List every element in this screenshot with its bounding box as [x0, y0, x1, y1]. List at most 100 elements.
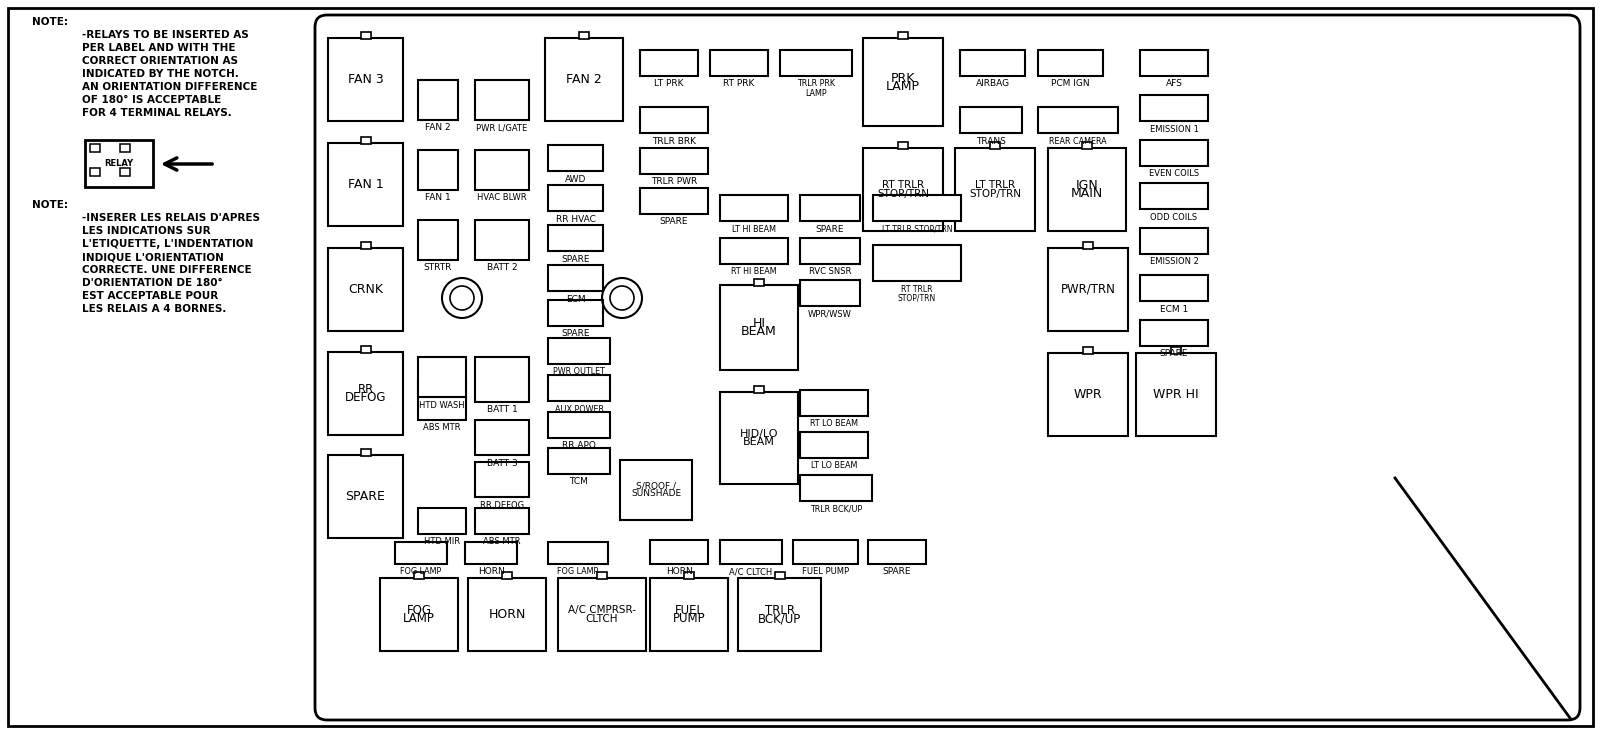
Text: FOG LAMP: FOG LAMP — [557, 567, 599, 576]
Text: LES RELAIS A 4 BORNES.: LES RELAIS A 4 BORNES. — [82, 304, 226, 314]
Text: FOG: FOG — [407, 604, 432, 617]
Bar — [780, 50, 852, 76]
Bar — [395, 542, 447, 564]
Bar — [650, 540, 708, 564]
Bar — [503, 572, 512, 579]
Bar — [559, 578, 645, 651]
Bar — [475, 462, 528, 497]
Text: TRLR: TRLR — [765, 604, 794, 617]
Bar — [379, 578, 458, 651]
Text: BEAM: BEAM — [741, 325, 776, 338]
Bar — [328, 455, 403, 538]
Text: STOP/TRN: STOP/TRN — [877, 189, 929, 198]
Text: LT TRLR STOP/TRN: LT TRLR STOP/TRN — [882, 225, 953, 233]
Bar — [475, 508, 528, 534]
Text: RT TRLR: RT TRLR — [882, 181, 924, 191]
Bar — [684, 572, 693, 579]
Text: HORN: HORN — [488, 608, 525, 621]
Text: TCM: TCM — [570, 478, 589, 487]
Text: AFS: AFS — [1166, 79, 1183, 89]
Bar — [800, 432, 868, 458]
Text: PCM IGN: PCM IGN — [1052, 79, 1090, 89]
Text: SPARE: SPARE — [817, 225, 844, 233]
Text: SPARE: SPARE — [1159, 349, 1188, 358]
Text: SPARE: SPARE — [660, 217, 688, 227]
Text: LT HI BEAM: LT HI BEAM — [732, 225, 776, 233]
Text: LAMP: LAMP — [805, 89, 826, 98]
Text: SPARE: SPARE — [882, 567, 911, 576]
Bar — [863, 38, 943, 126]
Text: RVC SNSR: RVC SNSR — [809, 267, 852, 277]
Text: SPARE: SPARE — [346, 490, 386, 503]
Text: HORN: HORN — [666, 567, 692, 576]
Text: BATT 2: BATT 2 — [487, 264, 517, 272]
Text: HORN: HORN — [477, 567, 504, 576]
Bar — [548, 145, 604, 171]
Bar — [775, 572, 784, 579]
Text: RT PRK: RT PRK — [724, 79, 754, 89]
Text: BCK/UP: BCK/UP — [757, 612, 800, 625]
Bar — [548, 300, 604, 326]
Text: -INSERER LES RELAIS D'APRES: -INSERER LES RELAIS D'APRES — [82, 213, 259, 223]
Text: TRLR BCK/UP: TRLR BCK/UP — [810, 504, 861, 514]
Bar — [1049, 353, 1129, 436]
Bar — [548, 338, 610, 364]
Bar — [650, 578, 728, 651]
Bar — [800, 195, 860, 221]
Text: AWD: AWD — [565, 175, 586, 184]
Bar — [464, 542, 517, 564]
Text: RR DEFOG: RR DEFOG — [480, 501, 524, 509]
Text: FOR 4 TERMINAL RELAYS.: FOR 4 TERMINAL RELAYS. — [82, 108, 232, 118]
Text: FUEL: FUEL — [674, 604, 703, 617]
Text: PWR/TRN: PWR/TRN — [1060, 283, 1116, 296]
Bar — [85, 140, 154, 187]
Text: PUMP: PUMP — [672, 612, 706, 625]
Bar — [1137, 353, 1217, 436]
Bar — [720, 540, 781, 564]
Bar — [640, 50, 698, 76]
Text: SPARE: SPARE — [562, 255, 589, 264]
Bar — [898, 32, 908, 39]
Bar — [1049, 148, 1126, 231]
Bar — [120, 144, 130, 152]
Bar — [475, 150, 528, 190]
Text: HI: HI — [752, 317, 765, 330]
Bar — [720, 392, 797, 484]
Bar — [754, 386, 764, 393]
Bar — [640, 188, 708, 214]
Text: EVEN COILS: EVEN COILS — [1150, 170, 1199, 178]
Text: IGN: IGN — [1076, 179, 1098, 192]
Text: TRLR PRK: TRLR PRK — [797, 79, 836, 89]
Text: BATT 3: BATT 3 — [487, 459, 517, 468]
Text: FAN 1: FAN 1 — [426, 194, 451, 203]
Bar — [868, 540, 925, 564]
Text: INDICATED BY THE NOTCH.: INDICATED BY THE NOTCH. — [82, 69, 239, 79]
Bar — [1140, 228, 1209, 254]
Text: -RELAYS TO BE INSERTED AS: -RELAYS TO BE INSERTED AS — [82, 30, 248, 40]
Bar — [1037, 50, 1103, 76]
FancyBboxPatch shape — [315, 15, 1580, 720]
Text: MAIN: MAIN — [1071, 187, 1103, 200]
Text: AUX POWER: AUX POWER — [554, 404, 604, 413]
Text: PRK: PRK — [890, 71, 916, 84]
Text: HID/LO: HID/LO — [740, 429, 778, 439]
Bar — [1140, 275, 1209, 301]
Bar — [961, 50, 1025, 76]
Text: SUNSHADE: SUNSHADE — [631, 490, 680, 498]
Text: RT LO BEAM: RT LO BEAM — [810, 420, 858, 429]
Bar — [548, 375, 610, 401]
Bar — [328, 352, 403, 435]
Bar — [360, 137, 370, 144]
Text: ECM: ECM — [565, 294, 586, 303]
Text: CRNK: CRNK — [347, 283, 383, 296]
Bar — [548, 225, 604, 251]
Text: STOP/TRN: STOP/TRN — [898, 294, 937, 302]
Bar — [467, 578, 546, 651]
Text: AIRBAG: AIRBAG — [975, 79, 1010, 89]
Bar — [597, 572, 607, 579]
Bar — [120, 168, 130, 176]
Bar — [328, 38, 403, 121]
Text: LAMP: LAMP — [403, 612, 435, 625]
Bar — [360, 449, 370, 456]
Text: EST ACCEPTABLE POUR: EST ACCEPTABLE POUR — [82, 291, 218, 301]
